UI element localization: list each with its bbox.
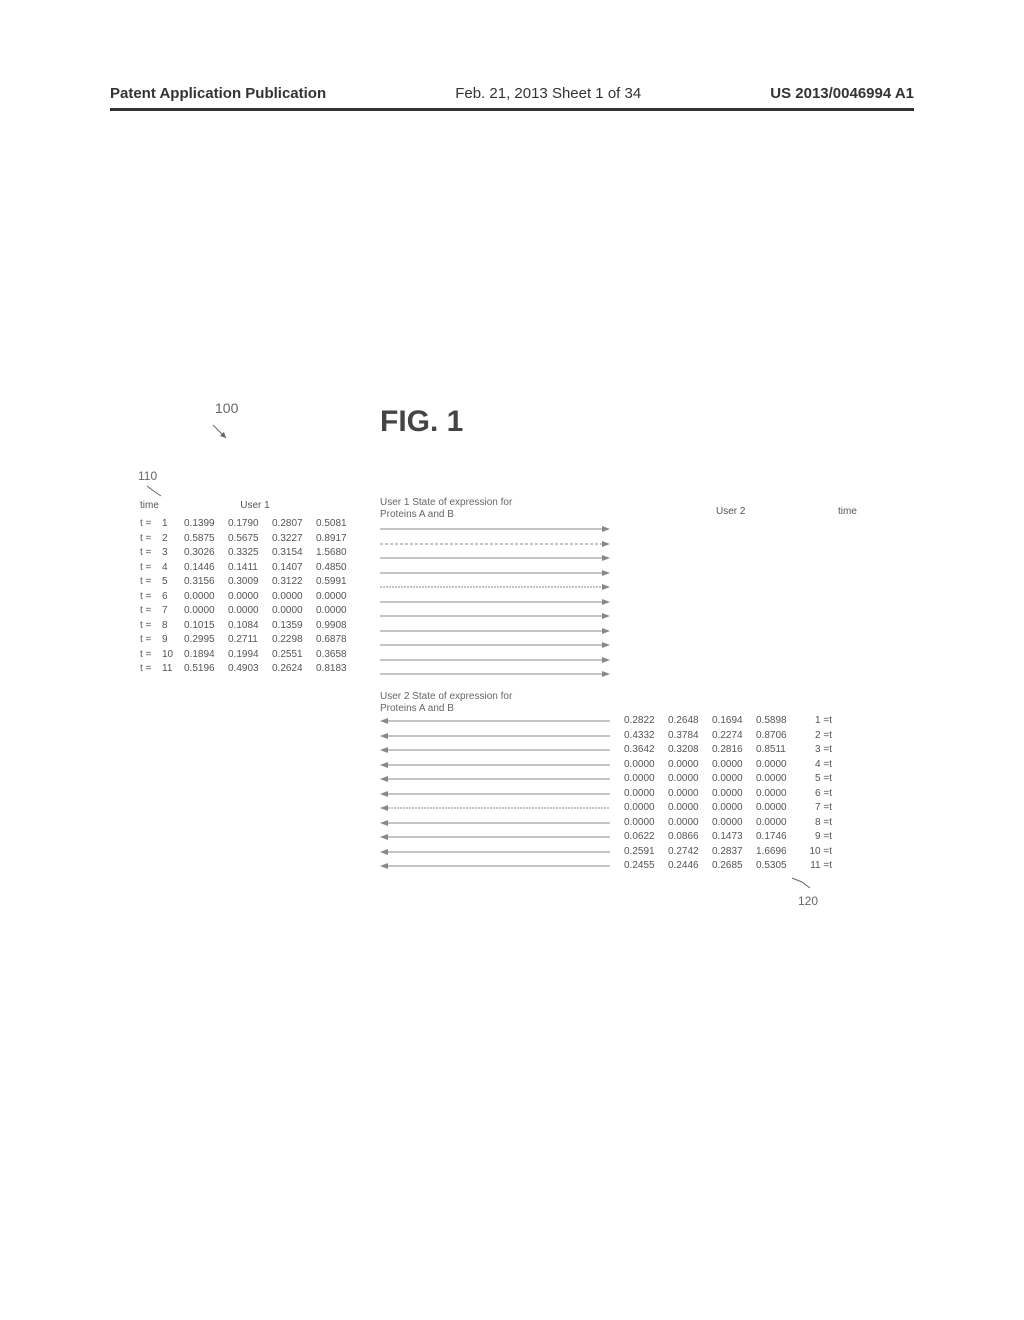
- ref-110-label: 110: [138, 469, 157, 483]
- arrow-left-icon: [380, 845, 610, 860]
- arrow-left-icon: [380, 801, 610, 816]
- user1-table: time User 1 t =10.13990.17900.28070.5081…: [140, 500, 356, 677]
- table-row: t =100.18940.19940.25510.3658: [140, 648, 356, 663]
- table-row: 0.00000.00000.00000.00006 =t: [620, 787, 832, 802]
- table-row: 0.00000.00000.00000.00008 =t: [620, 816, 832, 831]
- table-row: t =60.00000.00000.00000.0000: [140, 590, 356, 605]
- user2-table: 0.28220.26480.16940.58981 =t0.43320.3784…: [620, 714, 832, 874]
- table-row: 0.00000.00000.00000.00004 =t: [620, 758, 832, 773]
- table-row: t =90.29950.27110.22980.6878: [140, 633, 356, 648]
- time2-column-label: time: [838, 506, 857, 517]
- user1-rows: t =10.13990.17900.28070.5081t =20.58750.…: [140, 517, 356, 677]
- table-row: t =50.31560.30090.31220.5991: [140, 575, 356, 590]
- table-row: 0.43320.37840.22740.87062 =t: [620, 729, 832, 744]
- arrow-left-icon: [380, 729, 610, 744]
- user2-rows: 0.28220.26480.16940.58981 =t0.43320.3784…: [620, 714, 832, 874]
- table-row: t =110.51960.49030.26240.8183: [140, 662, 356, 677]
- arrow-right-icon: [380, 638, 610, 653]
- ref-110-tick-icon: [145, 484, 163, 498]
- arrow-right-icon: [380, 522, 610, 537]
- table-row: t =40.14460.14110.14070.4850: [140, 561, 356, 576]
- table-row: t =80.10150.10840.13590.9908: [140, 619, 356, 634]
- user1-expression-label: User 1 State of expression forProteins A…: [380, 497, 512, 521]
- user1-table-header: time User 1: [140, 500, 356, 511]
- user1-arrows: [380, 522, 610, 682]
- arrow-right-icon: [380, 624, 610, 639]
- arrow-right-icon: [380, 580, 610, 595]
- header-right: US 2013/0046994 A1: [770, 85, 914, 102]
- figure-title: FIG. 1: [380, 405, 463, 439]
- arrow-right-icon: [380, 566, 610, 581]
- table-row: t =10.13990.17900.28070.5081: [140, 517, 356, 532]
- arrow-right-icon: [380, 537, 610, 552]
- table-row: 0.25910.27420.28371.669610 =t: [620, 845, 832, 860]
- header-left: Patent Application Publication: [110, 85, 326, 102]
- table-row: 0.36420.32080.28160.85113 =t: [620, 743, 832, 758]
- arrow-left-icon: [380, 830, 610, 845]
- table-row: 0.00000.00000.00000.00005 =t: [620, 772, 832, 787]
- arrow-left-icon: [380, 714, 610, 729]
- arrow-left-icon: [380, 758, 610, 773]
- user2-arrows: [380, 714, 610, 874]
- ref-120-label: 120: [798, 894, 818, 908]
- arrow-right-icon: [380, 667, 610, 682]
- ref-100-label: 100: [215, 400, 238, 416]
- user2-expression-label: User 2 State of expression forProteins A…: [380, 691, 512, 715]
- arrow-right-icon: [380, 653, 610, 668]
- arrow-right-icon: [380, 609, 610, 624]
- arrow-left-icon: [380, 772, 610, 787]
- arrow-right-icon: [380, 551, 610, 566]
- table-row: t =20.58750.56750.32270.8917: [140, 532, 356, 547]
- arrow-left-icon: [380, 743, 610, 758]
- table-row: t =30.30260.33250.31541.5680: [140, 546, 356, 561]
- table-row: 0.06220.08660.14730.17469 =t: [620, 830, 832, 845]
- table-row: 0.28220.26480.16940.58981 =t: [620, 714, 832, 729]
- table-row: 0.24550.24460.26850.530511 =t: [620, 859, 832, 874]
- arrow-left-icon: [380, 787, 610, 802]
- user2-column-label: User 2: [716, 506, 745, 517]
- arrow-left-icon: [380, 859, 610, 874]
- page-header: Patent Application Publication Feb. 21, …: [0, 85, 1024, 102]
- user1-column-label: User 1: [180, 500, 330, 511]
- ref-100-arrow-icon: [208, 420, 233, 445]
- time-column-label: time: [140, 500, 180, 511]
- header-center: Feb. 21, 2013 Sheet 1 of 34: [455, 85, 641, 102]
- table-row: t =70.00000.00000.00000.0000: [140, 604, 356, 619]
- arrow-left-icon: [380, 816, 610, 831]
- header-divider: [110, 108, 914, 111]
- arrow-right-icon: [380, 595, 610, 610]
- ref-120-tick-icon: [790, 876, 812, 890]
- table-row: 0.00000.00000.00000.00007 =t: [620, 801, 832, 816]
